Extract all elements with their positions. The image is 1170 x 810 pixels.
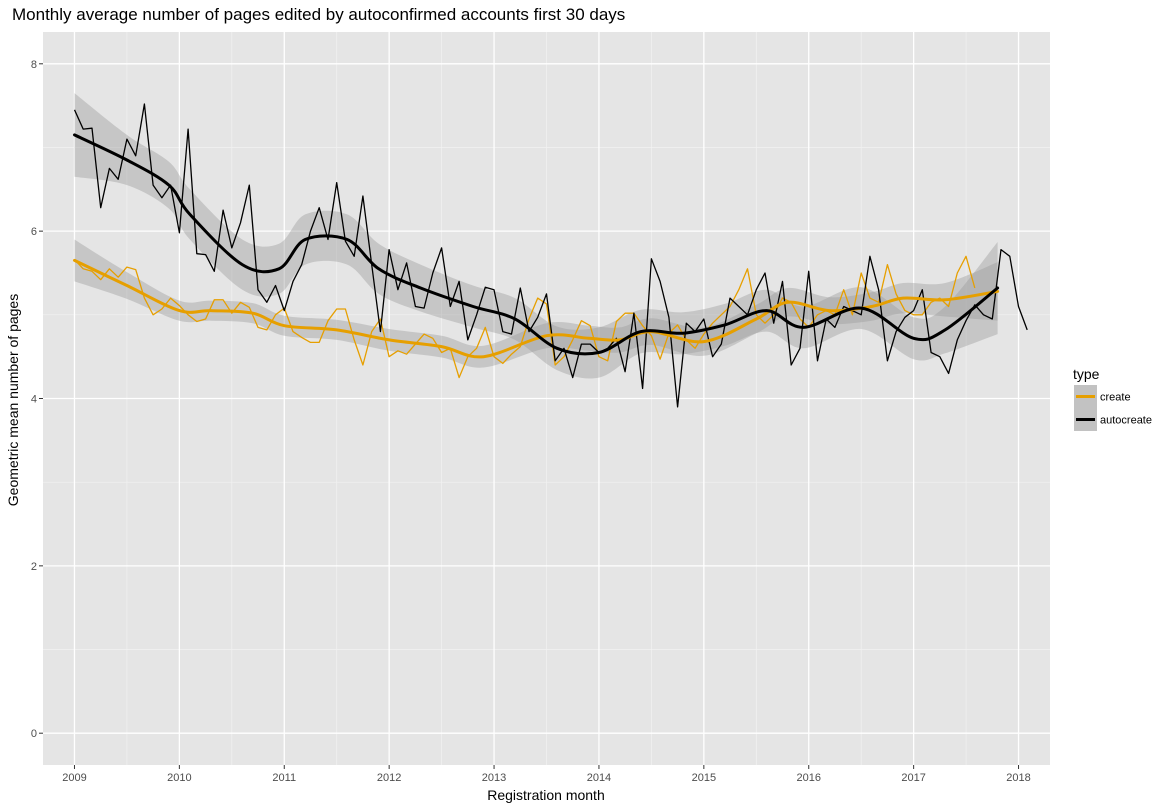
legend-label-create: create bbox=[1100, 392, 1131, 404]
x-tick-label: 2013 bbox=[482, 772, 506, 784]
y-tick-label: 0 bbox=[31, 728, 37, 740]
autocreate-raw-line bbox=[73, 103, 1028, 408]
y-tick-label: 2 bbox=[31, 561, 37, 573]
y-tick-label: 4 bbox=[31, 394, 37, 406]
x-tick-label: 2012 bbox=[377, 772, 401, 784]
x-tick-label: 2018 bbox=[1006, 772, 1030, 784]
autocreate-confidence-band bbox=[74, 93, 998, 379]
x-axis-ticks: 2009 2010 2011 2012 2013 2014 2015 2016 2017 2018 bbox=[62, 765, 1031, 784]
x-tick-label: 2015 bbox=[692, 772, 716, 784]
x-tick-label: 2010 bbox=[167, 772, 191, 784]
y-axis-ticks: 0 2 4 6 8 bbox=[31, 59, 43, 740]
legend-title: type bbox=[1073, 366, 1100, 382]
x-tick-label: 2009 bbox=[62, 772, 86, 784]
x-tick-label: 2014 bbox=[587, 772, 611, 784]
confidence-bands bbox=[74, 93, 998, 379]
y-tick-label: 8 bbox=[31, 59, 37, 71]
smooth-series-lines bbox=[73, 133, 1000, 359]
chart-title: Monthly average number of pages edited b… bbox=[12, 5, 625, 24]
x-axis-title: Registration month bbox=[487, 787, 605, 803]
legend-label-autocreate: autocreate bbox=[1100, 415, 1152, 427]
major-grid bbox=[43, 32, 1050, 765]
autocreate-smooth-line bbox=[73, 133, 1000, 356]
legend: type create autocreate bbox=[1073, 366, 1152, 431]
y-axis-title: Geometric mean number of pages bbox=[5, 294, 21, 506]
y-tick-label: 6 bbox=[31, 226, 37, 238]
x-tick-label: 2017 bbox=[901, 772, 925, 784]
create-confidence-band bbox=[74, 239, 998, 368]
x-tick-label: 2016 bbox=[796, 772, 820, 784]
x-tick-label: 2011 bbox=[272, 772, 296, 784]
